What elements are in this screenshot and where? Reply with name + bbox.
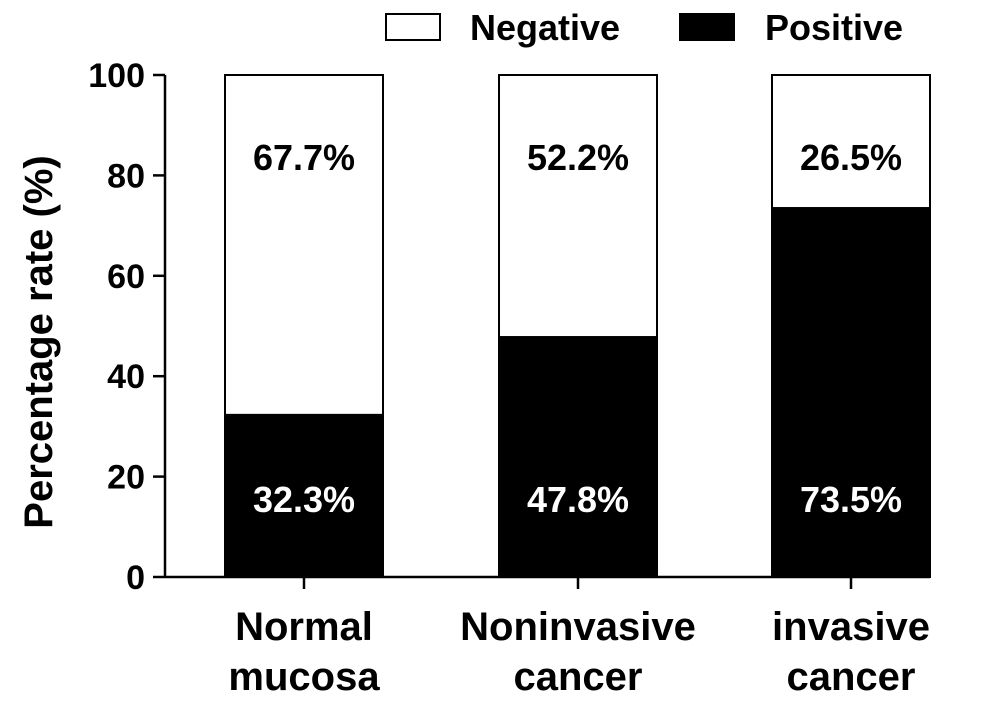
y-tick-label: 40 — [107, 358, 145, 396]
x-tick-label: mucosa — [228, 655, 380, 699]
data-label-negative: 26.5% — [800, 137, 902, 178]
x-tick-label: cancer — [514, 655, 643, 699]
y-tick-label: 80 — [107, 157, 145, 195]
data-label-positive: 32.3% — [253, 479, 355, 520]
bars: 32.3% 67.7% 47.8% 52.2% 73.5% 26.5% — [224, 74, 931, 578]
y-tick-label: 60 — [107, 258, 145, 296]
data-label-negative: 52.2% — [527, 137, 629, 178]
bar-negative — [771, 74, 931, 210]
x-tick-label: cancer — [787, 655, 916, 699]
y-tick-label: 20 — [107, 459, 145, 497]
data-label-positive: 47.8% — [527, 479, 629, 520]
x-tick-label: Noninvasive — [460, 605, 696, 649]
bar-positive — [498, 336, 658, 578]
y-tick-label: 100 — [88, 57, 145, 95]
y-axis: 0 20 40 60 80 100 — [88, 57, 167, 597]
x-tick-label: Normal — [235, 605, 373, 649]
bar-positive — [771, 207, 931, 578]
y-tick-label: 0 — [126, 559, 145, 597]
x-axis: Normal mucosa Noninvasive cancer invasive can… — [165, 575, 930, 699]
legend-swatch-positive — [679, 13, 735, 41]
legend-swatch-negative — [385, 13, 441, 41]
bar-negative — [224, 74, 384, 416]
bar-negative — [498, 74, 658, 339]
legend-label-negative: Negative — [470, 7, 620, 48]
legend-label-positive: Positive — [765, 7, 903, 48]
legend: Negative Positive — [385, 7, 903, 48]
data-label-positive: 73.5% — [800, 479, 902, 520]
y-axis-label: Percentage rate (%) — [17, 155, 61, 528]
x-tick-label: invasive — [772, 605, 930, 649]
data-label-negative: 67.7% — [253, 137, 355, 178]
